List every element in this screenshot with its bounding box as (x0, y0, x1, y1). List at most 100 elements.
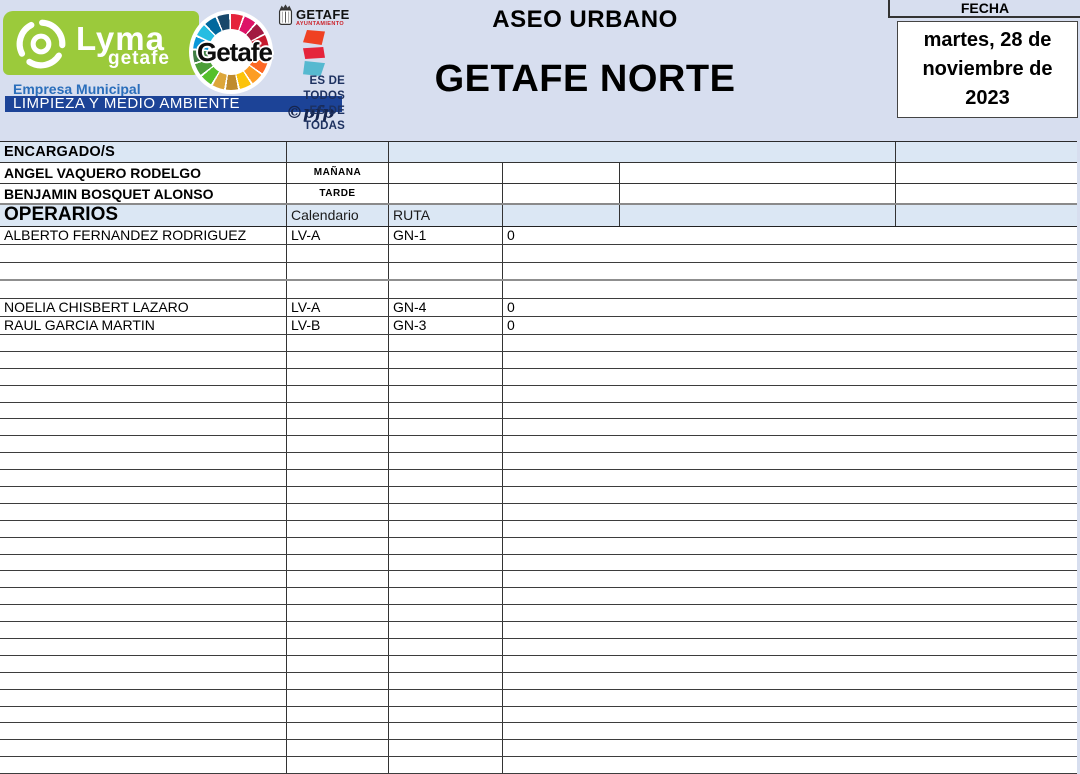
table-row-empty (0, 351, 1077, 369)
table-row-empty (0, 368, 1077, 386)
table-row-empty (0, 672, 1077, 690)
operarios-title-cell: OPERARIOS (0, 205, 287, 226)
empty-cell (896, 205, 1077, 226)
table-row-empty (0, 470, 1077, 488)
table-row-empty (0, 385, 1077, 403)
limpieza-bar: LIMPIEZA Y MEDIO AMBIENTE (5, 96, 342, 112)
ayuntamiento-crest-icon (277, 2, 294, 33)
empresa-municipal-label: Empresa Municipal (13, 81, 141, 97)
assignment-table: ENCARGADO/S ANGEL VAQUERO RODELGO MAÑANA… (0, 141, 1077, 774)
table-row-empty (0, 402, 1077, 420)
sdg-wheel-center (208, 29, 254, 75)
table-row-empty (0, 723, 1077, 741)
lyma-spiral-icon (12, 16, 70, 77)
table-row-empty (0, 436, 1077, 454)
operario-row: RAUL GARCIA MARTIN LV-B GN-3 0 (0, 317, 1077, 335)
ruta-cell (389, 281, 503, 298)
valor-cell: 0 (507, 227, 515, 243)
shift-cell: MAÑANA (287, 163, 389, 183)
operario-row (0, 281, 1077, 299)
calendario-cell (287, 281, 389, 298)
valor-cell (503, 263, 1077, 279)
empty-cell (896, 184, 1077, 203)
empty-cell (389, 142, 896, 162)
empty-cell (503, 163, 620, 183)
table-row-empty (0, 520, 1077, 538)
council-sub-label: AYUNTAMIENTO (296, 21, 345, 27)
table-row-empty (0, 639, 1077, 656)
ruta-cell (389, 263, 503, 279)
table-row-empty (0, 740, 1077, 758)
valor-cell: 0 (507, 299, 515, 315)
pfp-signature: ©pfp (286, 103, 335, 123)
calendario-cell: LV-B (287, 317, 389, 334)
calendario-cell (287, 245, 389, 262)
ruta-cell (389, 245, 503, 262)
zone-title: GETAFE NORTE (434, 58, 736, 100)
calendario-cell (287, 263, 389, 279)
table-row-empty (0, 419, 1077, 437)
operario-row (0, 263, 1077, 281)
shift-cell: TARDE (287, 184, 389, 203)
empty-cell (503, 205, 620, 226)
operarios-header-row: OPERARIOS Calendario RUTA (0, 205, 1077, 227)
ruta-header-cell: RUTA (389, 205, 503, 226)
empty-cell (389, 163, 503, 183)
calendario-cell: LV-A (287, 299, 389, 316)
operario-name-cell: ALBERTO FERNANDEZ RODRIGUEZ (0, 227, 287, 244)
filler-rows (0, 335, 1077, 774)
valor-cell: 0 (507, 317, 515, 333)
encargados-header-row: ENCARGADO/S (0, 142, 1077, 163)
date-box: martes, 28 de noviembre de 2023 (897, 21, 1078, 118)
lyma-wordmark: Lyma (76, 20, 165, 57)
getafe-logo: Getafe GETAFE AYUNTAMIENTO ES DE TODOS E… (183, 2, 349, 132)
operario-name-cell: NOELIA CHISBERT LAZARO (0, 299, 287, 316)
getafe-flag-icon (303, 30, 329, 76)
valor-cell (503, 281, 1077, 298)
encargados-title-cell: ENCARGADO/S (0, 142, 287, 162)
ruta-cell: GN-3 (389, 317, 503, 334)
operario-name-cell (0, 281, 287, 298)
encargado-row-evening: BENJAMIN BOSQUET ALONSO TARDE (0, 184, 1077, 205)
operario-row: ALBERTO FERNANDEZ RODRIGUEZ LV-A GN-1 0 (0, 227, 1077, 245)
table-row-empty (0, 588, 1077, 606)
getafe-wordmark: Getafe (197, 37, 273, 67)
operario-row (0, 245, 1077, 263)
getafe-slogan: ES DE TODOS ES DE TODAS (303, 75, 345, 132)
operario-name-cell: RAUL GARCIA MARTIN (0, 317, 287, 334)
empty-cell (620, 163, 896, 183)
empty-cell (620, 205, 896, 226)
ruta-cell: GN-1 (389, 227, 503, 244)
empty-cell (287, 142, 389, 162)
council-name-label: GETAFE (296, 7, 350, 22)
table-row-empty (0, 706, 1077, 724)
calendario-cell: LV-A (287, 227, 389, 244)
lyma-wordmark-sub: getafe (108, 48, 170, 69)
table-row-empty (0, 655, 1077, 673)
ruta-cell: GN-4 (389, 299, 503, 316)
table-row-empty (0, 503, 1077, 521)
encargado-name-cell: ANGEL VAQUERO RODELGO (0, 163, 287, 183)
encargado-row-morning: ANGEL VAQUERO RODELGO MAÑANA (0, 163, 1077, 184)
table-row-empty (0, 537, 1077, 555)
valor-cell (503, 245, 1077, 262)
operario-row: NOELIA CHISBERT LAZARO LV-A GN-4 0 (0, 299, 1077, 317)
operario-name-cell (0, 263, 287, 279)
calendario-header-cell: Calendario (287, 205, 389, 226)
empty-cell (503, 184, 620, 203)
table-row-empty (0, 335, 1077, 352)
table-row-empty (0, 622, 1077, 640)
table-row-empty (0, 554, 1077, 572)
operario-name-cell (0, 245, 287, 262)
fecha-label: FECHA (888, 0, 1080, 18)
table-row-empty (0, 689, 1077, 707)
table-row-empty (0, 605, 1077, 623)
empty-cell (389, 184, 503, 203)
table-row-empty (0, 571, 1077, 589)
empty-cell (620, 184, 896, 203)
table-row-empty (0, 487, 1077, 504)
service-title: ASEO URBANO (492, 6, 678, 33)
empty-cell (896, 142, 1077, 162)
encargado-name-cell: BENJAMIN BOSQUET ALONSO (0, 184, 287, 203)
table-row-empty (0, 453, 1077, 471)
